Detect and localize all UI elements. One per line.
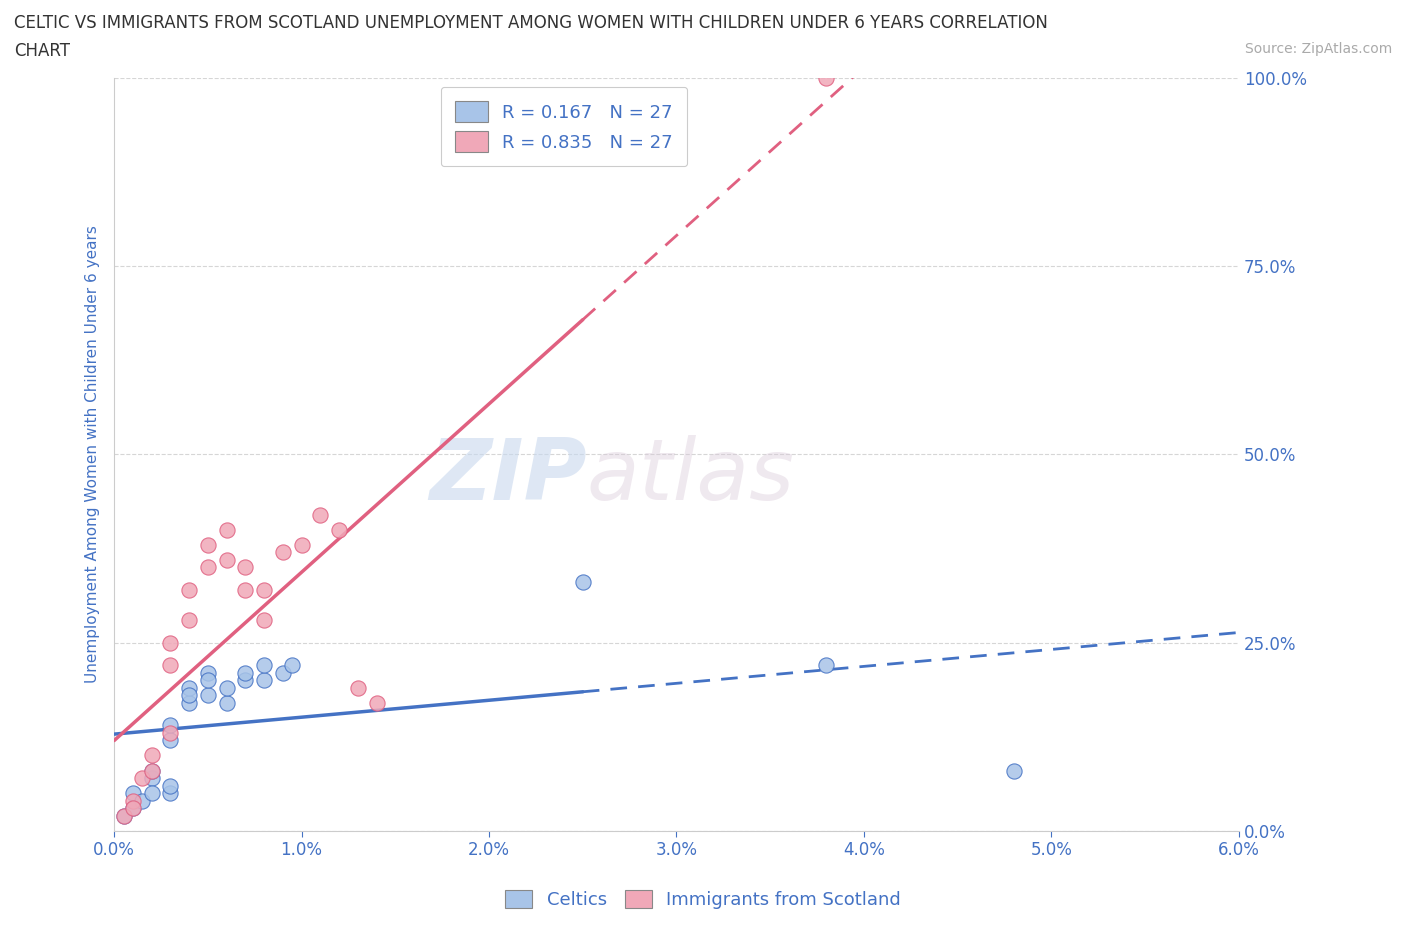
Point bbox=[159, 635, 181, 650]
Y-axis label: Unemployment Among Women with Children Under 6 years: Unemployment Among Women with Children U… bbox=[86, 225, 100, 684]
Point bbox=[253, 658, 276, 672]
Legend: R = 0.167   N = 27, R = 0.835   N = 27: R = 0.167 N = 27, R = 0.835 N = 27 bbox=[441, 86, 688, 166]
Legend: Celtics, Immigrants from Scotland: Celtics, Immigrants from Scotland bbox=[498, 883, 908, 916]
Point bbox=[122, 786, 145, 801]
Text: ZIP: ZIP bbox=[429, 435, 586, 518]
Point bbox=[179, 613, 201, 628]
Point bbox=[122, 801, 145, 816]
Point bbox=[328, 522, 350, 537]
Point bbox=[159, 718, 181, 733]
Point bbox=[309, 507, 332, 522]
Point bbox=[122, 793, 145, 808]
Point bbox=[179, 688, 201, 703]
Point bbox=[366, 696, 388, 711]
Point bbox=[235, 672, 257, 687]
Point bbox=[197, 560, 219, 575]
Point bbox=[235, 582, 257, 597]
Point bbox=[271, 665, 294, 680]
Text: CHART: CHART bbox=[14, 42, 70, 60]
Point bbox=[159, 658, 181, 672]
Point bbox=[179, 680, 201, 695]
Text: CELTIC VS IMMIGRANTS FROM SCOTLAND UNEMPLOYMENT AMONG WOMEN WITH CHILDREN UNDER : CELTIC VS IMMIGRANTS FROM SCOTLAND UNEMP… bbox=[14, 14, 1047, 32]
Point bbox=[197, 672, 219, 687]
Point bbox=[197, 538, 219, 552]
Point bbox=[159, 725, 181, 740]
Point bbox=[179, 696, 201, 711]
Point bbox=[122, 801, 145, 816]
Point bbox=[235, 665, 257, 680]
Point bbox=[159, 778, 181, 793]
Point bbox=[271, 545, 294, 560]
Point bbox=[253, 582, 276, 597]
Point bbox=[131, 793, 153, 808]
Point bbox=[815, 658, 838, 672]
Point bbox=[281, 658, 304, 672]
Point bbox=[197, 665, 219, 680]
Point bbox=[215, 522, 238, 537]
Point bbox=[141, 771, 163, 786]
Point bbox=[141, 764, 163, 778]
Point bbox=[347, 680, 370, 695]
Point bbox=[179, 582, 201, 597]
Point bbox=[141, 748, 163, 763]
Text: Source: ZipAtlas.com: Source: ZipAtlas.com bbox=[1244, 42, 1392, 56]
Point bbox=[159, 786, 181, 801]
Point bbox=[215, 696, 238, 711]
Point bbox=[1002, 764, 1025, 778]
Point bbox=[197, 688, 219, 703]
Point bbox=[253, 672, 276, 687]
Point bbox=[215, 552, 238, 567]
Point bbox=[131, 771, 153, 786]
Point bbox=[253, 613, 276, 628]
Point bbox=[112, 808, 135, 823]
Point bbox=[141, 764, 163, 778]
Point bbox=[141, 786, 163, 801]
Point bbox=[291, 538, 314, 552]
Point bbox=[112, 808, 135, 823]
Point bbox=[159, 733, 181, 748]
Point bbox=[815, 71, 838, 86]
Point bbox=[571, 575, 593, 590]
Point bbox=[235, 560, 257, 575]
Point bbox=[215, 680, 238, 695]
Text: atlas: atlas bbox=[586, 435, 794, 518]
